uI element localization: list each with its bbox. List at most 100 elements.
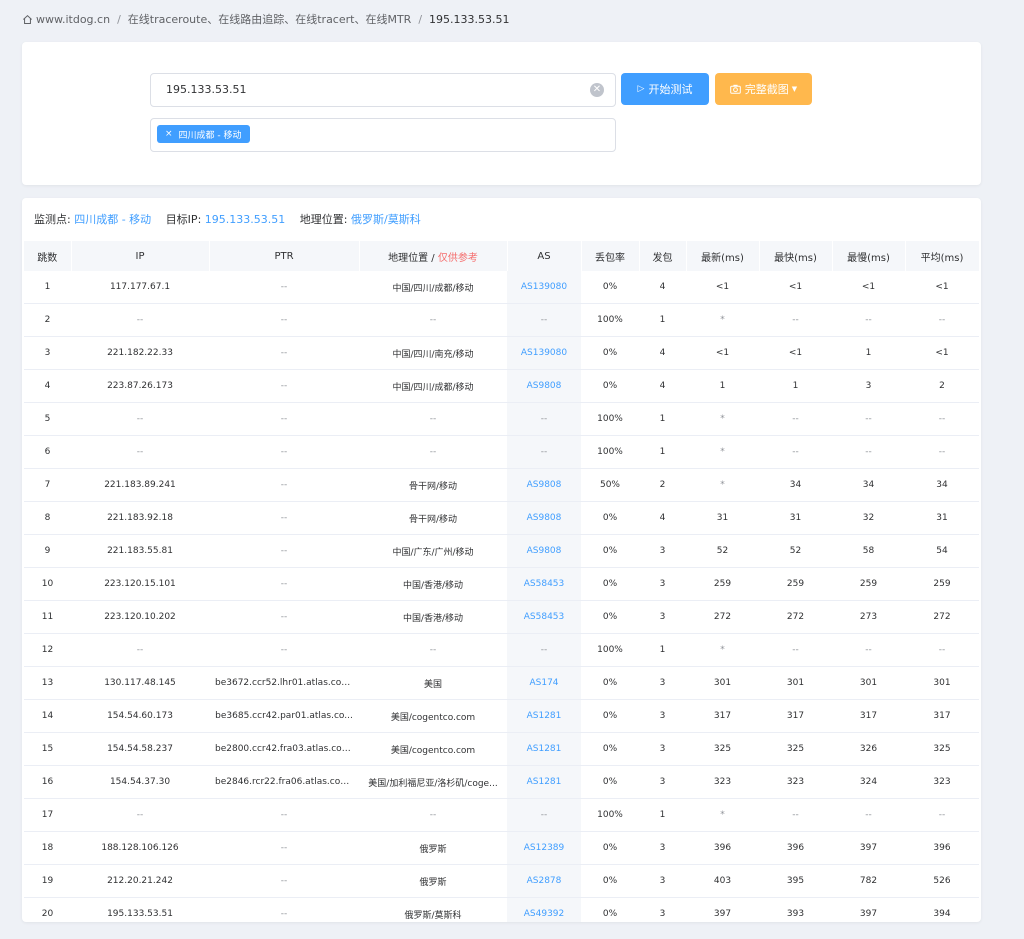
cell-as[interactable]: AS9808	[507, 369, 581, 403]
cell-as[interactable]: AS2878	[507, 864, 581, 898]
table-row: 13 130.117.48.145 be3672.ccr52.lhr01.atlas…	[24, 666, 979, 700]
cell-sent: 3	[639, 699, 686, 733]
full-screenshot-label: 完整截图	[744, 83, 789, 96]
cell-hop: 3	[24, 336, 71, 370]
cell-ip: 223.120.15.101	[71, 567, 209, 601]
clear-icon[interactable]: ✕	[590, 83, 604, 97]
cell-as[interactable]: AS1281	[507, 699, 581, 733]
close-icon[interactable]: ×	[165, 129, 173, 139]
cell-loss: 0%	[581, 831, 639, 865]
cell-sent: 4	[639, 501, 686, 535]
table-row: 16 154.54.37.30 be2846.rcr22.fra06.atlas.c…	[24, 765, 979, 799]
cell-avg: --	[905, 402, 979, 436]
cell-best: --	[759, 435, 832, 469]
breadcrumb-home-link[interactable]: www.itdog.cn	[36, 12, 111, 26]
cell-sent: 3	[639, 600, 686, 634]
cell-as[interactable]: AS139080	[507, 271, 581, 304]
cell-last: 397	[686, 897, 759, 922]
cell-as[interactable]: AS12389	[507, 831, 581, 865]
cell-loss: 0%	[581, 369, 639, 403]
cell-best: 323	[759, 765, 832, 799]
cell-best: 395	[759, 864, 832, 898]
start-test-button[interactable]: ▷ 开始测试	[621, 73, 709, 105]
cell-ptr: --	[209, 864, 359, 898]
cell-as[interactable]: AS1281	[507, 732, 581, 766]
cell-worst: 397	[832, 831, 905, 865]
cell-best: 34	[759, 468, 832, 502]
cell-avg: 34	[905, 468, 979, 502]
cell-as[interactable]: AS58453	[507, 567, 581, 601]
cell-best: <1	[759, 336, 832, 370]
cell-ptr: --	[209, 303, 359, 337]
node-select[interactable]: × 四川成都 - 移动	[150, 118, 616, 152]
cell-worst: --	[832, 303, 905, 337]
table-row: 6 -- -- -- -- 100% 1 * -- -- --	[24, 435, 979, 469]
cell-hop: 14	[24, 699, 71, 733]
cell-worst: 32	[832, 501, 905, 535]
cell-loss: 0%	[581, 567, 639, 601]
geo-value: 俄罗斯/莫斯科	[350, 213, 421, 226]
cell-avg: --	[905, 798, 979, 832]
full-screenshot-button[interactable]: 完整截图 ▼	[715, 73, 812, 105]
cell-hop: 16	[24, 765, 71, 799]
play-icon: ▷	[637, 84, 645, 94]
cell-avg: 259	[905, 567, 979, 601]
cell-geo: 中国/四川/成都/移动	[359, 271, 507, 304]
breadcrumb-section-link[interactable]: 在线traceroute、在线路由追踪、在线tracert、在线MTR	[127, 13, 412, 26]
cell-as[interactable]: AS1281	[507, 765, 581, 799]
cell-loss: 0%	[581, 765, 639, 799]
cell-last: 301	[686, 666, 759, 700]
header-sent: 发包	[639, 241, 687, 271]
cell-hop: 20	[24, 897, 71, 922]
cell-loss: 0%	[581, 732, 639, 766]
cell-ptr: --	[209, 336, 359, 370]
cell-last: 396	[686, 831, 759, 865]
cell-worst: 317	[832, 699, 905, 733]
cell-geo: 骨干网/移动	[359, 501, 507, 535]
cell-as[interactable]: AS174	[507, 666, 581, 700]
cell-last: *	[686, 798, 759, 832]
cell-as[interactable]: AS9808	[507, 534, 581, 568]
cell-best: 272	[759, 600, 832, 634]
cell-as[interactable]: AS58453	[507, 600, 581, 634]
cell-geo: 中国/广东/广州/移动	[359, 534, 507, 568]
camera-icon	[729, 84, 741, 94]
ip-input[interactable]	[151, 74, 566, 104]
cell-avg: --	[905, 303, 979, 337]
monitor-label: 监测点:	[34, 213, 71, 226]
cell-loss: 100%	[581, 633, 639, 667]
cell-ptr: --	[209, 897, 359, 922]
cell-ip: 154.54.37.30	[71, 765, 209, 799]
cell-worst: 324	[832, 765, 905, 799]
table-row: 9 221.183.55.81 -- 中国/广东/广州/移动 AS9808 0% 3 52 52…	[24, 534, 979, 568]
table-row: 3 221.182.22.33 -- 中国/四川/南充/移动 AS139080 0% 4 <1…	[24, 336, 979, 370]
header-geo: 地理位置 / 仅供参考	[359, 241, 508, 271]
cell-sent: 3	[639, 897, 686, 922]
cell-sent: 4	[639, 336, 686, 370]
cell-loss: 0%	[581, 600, 639, 634]
cell-sent: 1	[639, 303, 686, 337]
table-row: 18 188.128.106.126 -- 俄罗斯 AS12389 0% 3 396 396 39…	[24, 831, 979, 865]
cell-ip: --	[71, 402, 209, 436]
node-tag-label: 四川成都 - 移动	[178, 130, 242, 141]
cell-sent: 3	[639, 765, 686, 799]
header-as: AS	[507, 241, 582, 271]
cell-loss: 100%	[581, 303, 639, 337]
cell-hop: 10	[24, 567, 71, 601]
cell-last: *	[686, 303, 759, 337]
cell-hop: 7	[24, 468, 71, 502]
cell-hop: 19	[24, 864, 71, 898]
cell-as[interactable]: AS139080	[507, 336, 581, 370]
cell-as[interactable]: AS49392	[507, 897, 581, 922]
cell-as[interactable]: AS9808	[507, 501, 581, 535]
cell-ptr: --	[209, 402, 359, 436]
breadcrumb: www.itdog.cn / 在线traceroute、在线路由追踪、在线tra…	[22, 11, 510, 27]
cell-as[interactable]: AS9808	[507, 468, 581, 502]
cell-ip: 154.54.58.237	[71, 732, 209, 766]
cell-ip: 221.183.55.81	[71, 534, 209, 568]
cell-hop: 8	[24, 501, 71, 535]
cell-worst: 273	[832, 600, 905, 634]
cell-as: --	[507, 303, 581, 337]
cell-last: <1	[686, 336, 759, 370]
cell-geo: --	[359, 633, 507, 667]
